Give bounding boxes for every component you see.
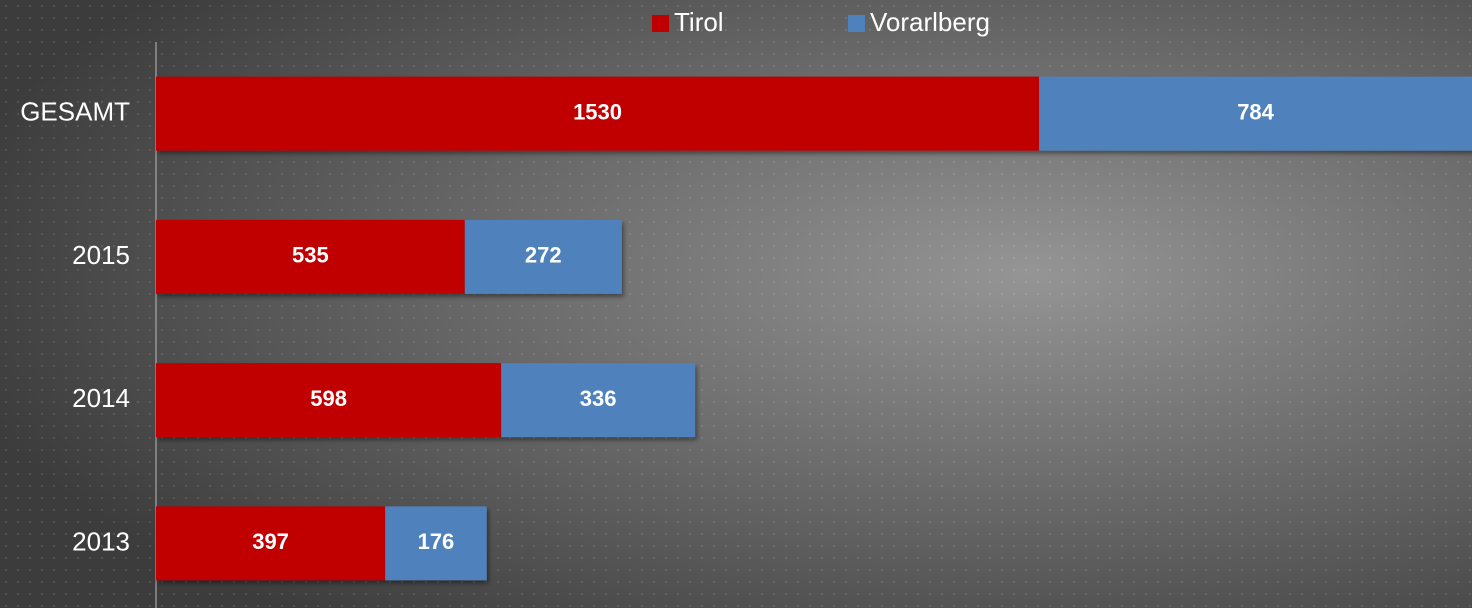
legend: Tirol Vorarlberg	[652, 7, 990, 37]
bar-segment	[385, 506, 487, 581]
bar-segment	[156, 363, 502, 438]
legend-swatch	[848, 15, 865, 32]
data-label: 176	[418, 529, 455, 554]
bar-segment	[156, 76, 1040, 151]
data-label: 272	[525, 243, 562, 268]
data-label: 1530	[573, 99, 622, 124]
data-label: 598	[310, 386, 347, 411]
data-label: 535	[292, 243, 329, 268]
bar-segment	[501, 363, 696, 438]
legend-label: Vorarlberg	[870, 7, 990, 37]
legend-label: Tirol	[674, 7, 724, 37]
legend-swatch	[652, 15, 669, 32]
y-tick-label: 2014	[72, 383, 130, 413]
y-tick-label: 2013	[72, 526, 130, 556]
data-label: 336	[580, 386, 617, 411]
data-label: 397	[252, 529, 289, 554]
bar-segment	[156, 506, 386, 581]
y-tick-label: 2015	[72, 240, 130, 270]
plot: 1530 784 535 272 598 336 397 176	[156, 76, 1472, 581]
bar-segment	[1039, 76, 1472, 151]
bar-segment	[464, 219, 622, 294]
y-tick-label: GESAMT	[20, 97, 130, 127]
data-label: 784	[1237, 99, 1274, 124]
bar-segment	[156, 219, 465, 294]
